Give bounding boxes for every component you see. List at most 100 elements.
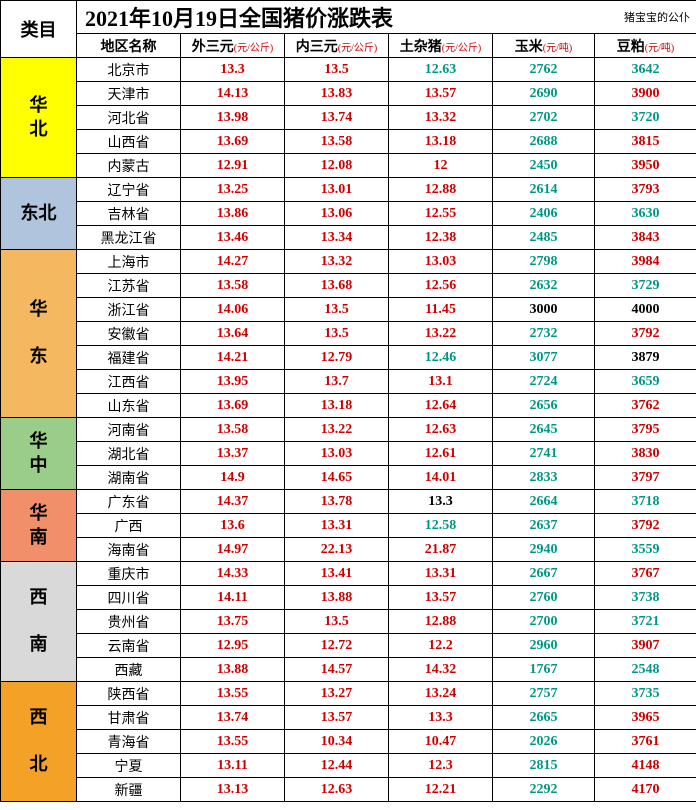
table-row: 吉林省13.8613.0612.5524063630 <box>1 202 696 226</box>
value-cell: 3843 <box>595 226 696 250</box>
value-cell: 13.41 <box>285 562 389 586</box>
value-cell: 12 <box>389 154 493 178</box>
value-cell: 3795 <box>595 418 696 442</box>
value-cell: 2815 <box>493 754 595 778</box>
value-cell: 13.78 <box>285 490 389 514</box>
value-cell: 14.57 <box>285 658 389 682</box>
value-cell: 13.83 <box>285 82 389 106</box>
value-cell: 2940 <box>493 538 595 562</box>
value-cell: 3720 <box>595 106 696 130</box>
value-cell: 13.31 <box>285 514 389 538</box>
column-header-4: 玉米(元/吨) <box>493 34 595 58</box>
value-cell: 3879 <box>595 346 696 370</box>
value-cell: 13.5 <box>285 610 389 634</box>
value-cell: 3950 <box>595 154 696 178</box>
value-cell: 13.58 <box>285 130 389 154</box>
value-cell: 2292 <box>493 778 595 802</box>
value-cell: 13.25 <box>181 178 285 202</box>
value-cell: 13.55 <box>181 730 285 754</box>
area-name: 河南省 <box>77 418 181 442</box>
value-cell: 13.5 <box>285 58 389 82</box>
value-cell: 10.47 <box>389 730 493 754</box>
table-row: 山西省13.6913.5813.1826883815 <box>1 130 696 154</box>
table-row: 新疆13.1312.6312.2122924170 <box>1 778 696 802</box>
column-header-5: 豆粕(元/吨) <box>595 34 696 58</box>
column-header-1: 外三元(元/公斤) <box>181 34 285 58</box>
table-row: 华北北京市13.313.512.6327623642 <box>1 58 696 82</box>
area-name: 湖北省 <box>77 442 181 466</box>
value-cell: 3762 <box>595 394 696 418</box>
value-cell: 13.32 <box>389 106 493 130</box>
value-cell: 14.37 <box>181 490 285 514</box>
value-cell: 12.91 <box>181 154 285 178</box>
value-cell: 13.95 <box>181 370 285 394</box>
value-cell: 2645 <box>493 418 595 442</box>
area-name: 天津市 <box>77 82 181 106</box>
value-cell: 3077 <box>493 346 595 370</box>
value-cell: 3793 <box>595 178 696 202</box>
area-name: 江西省 <box>77 370 181 394</box>
value-cell: 13.75 <box>181 610 285 634</box>
area-name: 甘肃省 <box>77 706 181 730</box>
value-cell: 13.98 <box>181 106 285 130</box>
value-cell: 3729 <box>595 274 696 298</box>
table-row: 江苏省13.5813.6812.5626323729 <box>1 274 696 298</box>
value-cell: 3767 <box>595 562 696 586</box>
value-cell: 2664 <box>493 490 595 514</box>
value-cell: 2632 <box>493 274 595 298</box>
value-cell: 3718 <box>595 490 696 514</box>
value-cell: 13.06 <box>285 202 389 226</box>
value-cell: 2762 <box>493 58 595 82</box>
table-row: 湖南省14.914.6514.0128333797 <box>1 466 696 490</box>
table-row: 福建省14.2112.7912.4630773879 <box>1 346 696 370</box>
value-cell: 12.58 <box>389 514 493 538</box>
value-cell: 13.24 <box>389 682 493 706</box>
value-cell: 12.61 <box>389 442 493 466</box>
table-row: 贵州省13.7513.512.8827003721 <box>1 610 696 634</box>
area-name: 广西 <box>77 514 181 538</box>
value-cell: 3000 <box>493 298 595 322</box>
value-cell: 2724 <box>493 370 595 394</box>
value-cell: 13.3 <box>181 58 285 82</box>
value-cell: 13.6 <box>181 514 285 538</box>
value-cell: 2548 <box>595 658 696 682</box>
value-cell: 3965 <box>595 706 696 730</box>
value-cell: 13.74 <box>285 106 389 130</box>
value-cell: 13.18 <box>285 394 389 418</box>
value-cell: 3735 <box>595 682 696 706</box>
area-name: 青海省 <box>77 730 181 754</box>
value-cell: 4148 <box>595 754 696 778</box>
value-cell: 13.68 <box>285 274 389 298</box>
region-东北: 东北 <box>1 178 77 250</box>
value-cell: 13.01 <box>285 178 389 202</box>
value-cell: 3830 <box>595 442 696 466</box>
area-name: 山东省 <box>77 394 181 418</box>
value-cell: 12.63 <box>389 58 493 82</box>
title-cell: 2021年10月19日全国猪价涨跌表猪宝宝的公仆 <box>77 1 696 34</box>
area-name: 广东省 <box>77 490 181 514</box>
value-cell: 12.56 <box>389 274 493 298</box>
value-cell: 2656 <box>493 394 595 418</box>
table-row: 华南广东省14.3713.7813.326643718 <box>1 490 696 514</box>
value-cell: 2637 <box>493 514 595 538</box>
region-华东: 华东 <box>1 250 77 418</box>
area-name: 湖南省 <box>77 466 181 490</box>
area-name: 黑龙江省 <box>77 226 181 250</box>
area-name: 宁夏 <box>77 754 181 778</box>
value-cell: 13.58 <box>181 418 285 442</box>
region-华南: 华南 <box>1 490 77 562</box>
region-西北: 西北 <box>1 682 77 802</box>
area-name: 浙江省 <box>77 298 181 322</box>
value-cell: 13.86 <box>181 202 285 226</box>
value-cell: 13.69 <box>181 130 285 154</box>
value-cell: 22.13 <box>285 538 389 562</box>
value-cell: 13.34 <box>285 226 389 250</box>
value-cell: 3559 <box>595 538 696 562</box>
value-cell: 4000 <box>595 298 696 322</box>
area-name: 西藏 <box>77 658 181 682</box>
table-row: 华东上海市14.2713.3213.0327983984 <box>1 250 696 274</box>
value-cell: 13.57 <box>285 706 389 730</box>
value-cell: 13.22 <box>285 418 389 442</box>
area-name: 四川省 <box>77 586 181 610</box>
area-name: 内蒙古 <box>77 154 181 178</box>
